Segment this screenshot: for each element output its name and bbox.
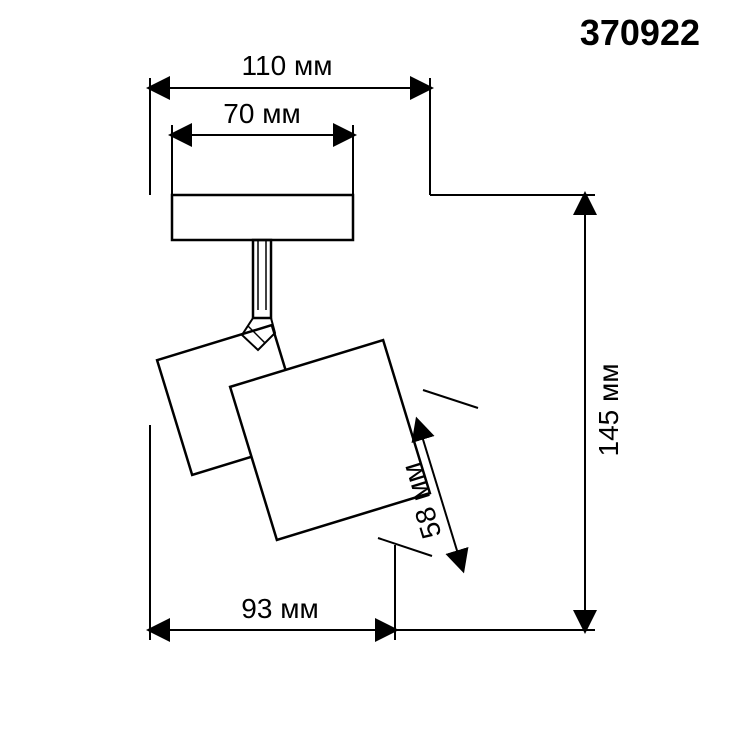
joint — [242, 318, 275, 350]
dim-top-inner-label: 70 мм — [223, 98, 300, 129]
mounting-base — [172, 195, 353, 240]
dim-lamp-width-label: 93 мм — [241, 593, 318, 624]
stem-outer — [253, 240, 271, 318]
ext-line — [423, 390, 478, 408]
lamp-front — [230, 340, 430, 540]
dim-top-outer-label: 110 мм — [242, 50, 333, 81]
technical-drawing: 370922 110 мм 70 мм 93 мм 58 мм 145 мм — [0, 0, 750, 750]
diagram-container: 370922 110 мм 70 мм 93 мм 58 мм 145 мм — [0, 0, 750, 750]
dim-height-label: 145 мм — [593, 364, 624, 457]
model-number: 370922 — [580, 12, 700, 53]
